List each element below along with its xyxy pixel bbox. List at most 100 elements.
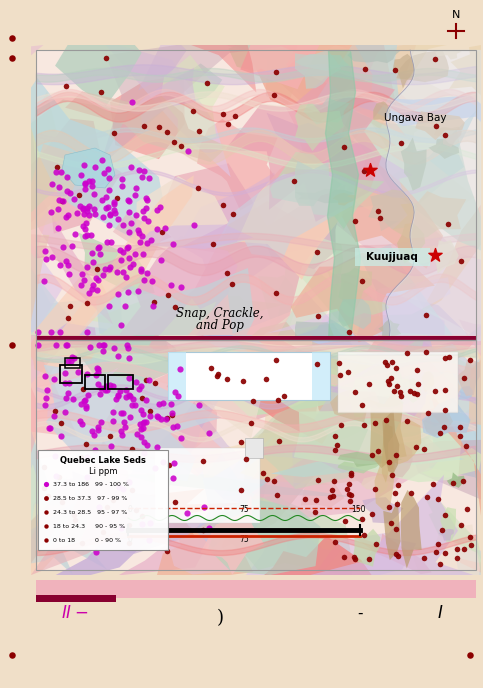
Point: [273, 489, 281, 500]
Point: [183, 508, 191, 519]
Polygon shape: [78, 233, 155, 295]
Point: [126, 519, 133, 530]
Polygon shape: [336, 154, 443, 269]
Point: [137, 405, 145, 416]
Point: [136, 165, 143, 176]
Polygon shape: [362, 497, 403, 524]
Point: [441, 509, 449, 520]
Point: [138, 230, 146, 241]
Point: [102, 53, 110, 64]
Point: [103, 236, 111, 247]
Point: [139, 409, 147, 420]
Polygon shape: [113, 214, 172, 247]
Point: [329, 490, 337, 501]
Point: [341, 551, 348, 562]
Polygon shape: [179, 173, 294, 281]
Polygon shape: [343, 274, 445, 341]
Point: [88, 247, 96, 258]
Point: [382, 356, 389, 367]
Polygon shape: [341, 299, 389, 318]
Polygon shape: [435, 544, 481, 575]
Point: [97, 87, 105, 98]
Point: [85, 210, 92, 221]
Point: [437, 559, 444, 570]
Point: [167, 399, 174, 410]
Point: [125, 389, 133, 400]
Point: [384, 376, 392, 387]
Point: [167, 280, 175, 291]
Polygon shape: [226, 45, 330, 105]
Point: [139, 519, 146, 530]
Point: [454, 552, 461, 563]
Polygon shape: [349, 378, 369, 418]
Point: [47, 207, 55, 218]
Polygon shape: [31, 253, 123, 345]
Point: [85, 175, 92, 186]
Point: [145, 172, 153, 183]
Point: [114, 351, 122, 362]
Point: [8, 339, 16, 350]
Point: [125, 252, 132, 264]
Point: [143, 439, 151, 450]
Point: [94, 378, 102, 389]
Polygon shape: [295, 103, 344, 151]
Point: [161, 222, 169, 233]
Point: [85, 341, 93, 352]
Point: [393, 499, 401, 510]
Point: [422, 310, 429, 321]
Point: [125, 287, 132, 298]
Point: [432, 120, 440, 131]
Polygon shape: [39, 471, 209, 554]
Polygon shape: [377, 367, 402, 398]
Point: [54, 223, 62, 234]
Point: [155, 398, 162, 409]
Point: [79, 204, 87, 215]
Point: [145, 534, 153, 545]
Point: [119, 484, 127, 495]
Point: [413, 365, 421, 376]
Polygon shape: [369, 190, 418, 229]
Point: [341, 142, 348, 153]
Point: [142, 395, 150, 406]
Point: [124, 194, 132, 205]
Point: [65, 378, 73, 389]
Polygon shape: [237, 144, 343, 280]
Point: [80, 275, 88, 286]
Polygon shape: [46, 508, 148, 575]
Point: [106, 431, 114, 442]
Point: [65, 268, 73, 279]
Point: [98, 383, 105, 394]
Polygon shape: [338, 452, 403, 467]
Point: [103, 501, 111, 512]
Point: [83, 451, 91, 462]
Polygon shape: [315, 353, 419, 447]
Bar: [168, 352, 330, 400]
Point: [85, 287, 93, 298]
Point: [429, 478, 437, 489]
Point: [81, 394, 89, 405]
Polygon shape: [246, 531, 340, 575]
Point: [391, 64, 398, 75]
Point: [159, 398, 167, 409]
Polygon shape: [270, 152, 384, 229]
Bar: [85, 375, 105, 389]
Point: [163, 413, 170, 424]
Polygon shape: [31, 335, 137, 400]
Point: [467, 539, 475, 550]
Point: [397, 138, 405, 149]
Polygon shape: [427, 386, 481, 550]
Polygon shape: [55, 45, 142, 106]
Polygon shape: [469, 360, 481, 425]
Polygon shape: [158, 163, 273, 254]
Point: [391, 488, 398, 499]
Point: [371, 483, 379, 494]
Polygon shape: [373, 101, 390, 121]
Point: [466, 649, 474, 660]
Point: [144, 215, 152, 226]
Point: [88, 425, 96, 436]
Point: [68, 240, 75, 251]
Polygon shape: [33, 465, 131, 549]
Polygon shape: [208, 499, 321, 575]
Point: [280, 391, 288, 402]
Polygon shape: [47, 367, 119, 421]
